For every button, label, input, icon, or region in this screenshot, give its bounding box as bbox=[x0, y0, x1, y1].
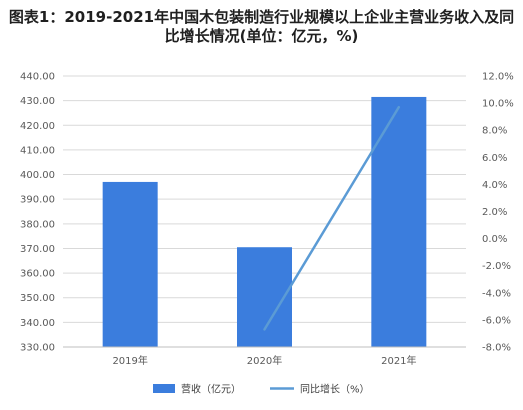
y-left-tick-label: 440.00 bbox=[20, 72, 55, 83]
x-tick-label: 2021年 bbox=[381, 354, 416, 367]
y-right-tick-label: 10.0% bbox=[482, 99, 514, 110]
y-left-tick-label: 390.00 bbox=[20, 195, 55, 206]
legend-label-revenue: 营收（亿元） bbox=[181, 383, 241, 396]
y-right-tick-label: 2.0% bbox=[482, 207, 507, 218]
growth-line bbox=[263, 105, 401, 331]
y-left-tick-label: 420.00 bbox=[20, 121, 55, 132]
x-tick-label: 2019年 bbox=[112, 354, 147, 367]
bar bbox=[102, 181, 158, 347]
bar bbox=[371, 96, 427, 347]
x-tick-label: 2020年 bbox=[247, 354, 282, 367]
legend-swatch-bar bbox=[153, 384, 175, 393]
y-left-tick-label: 430.00 bbox=[20, 96, 55, 107]
y-right-tick-label: -2.0% bbox=[482, 261, 511, 272]
y-right-tick-label: 4.0% bbox=[482, 180, 507, 191]
y-right-tick-label: 12.0% bbox=[482, 72, 514, 83]
chart-title: 图表1：2019-2021年中国木包装制造行业规模以上企业主营业务收入及同比增长… bbox=[8, 8, 515, 45]
y-right-tick-label: -4.0% bbox=[482, 288, 511, 299]
legend-label-growth: 同比增长（%） bbox=[300, 383, 370, 396]
y-left-tick-label: 410.00 bbox=[20, 145, 55, 156]
y-left-tick-label: 380.00 bbox=[20, 219, 55, 230]
y-left-tick-label: 400.00 bbox=[20, 170, 55, 181]
y-right-tick-label: 8.0% bbox=[482, 126, 507, 137]
y-right-tick-label: 6.0% bbox=[482, 153, 507, 164]
y-left-tick-label: 360.00 bbox=[20, 269, 55, 280]
y-right-tick-label: -6.0% bbox=[482, 315, 511, 326]
y-left-tick-label: 340.00 bbox=[20, 318, 55, 329]
y-left-tick-label: 350.00 bbox=[20, 293, 55, 304]
y-left-tick-label: 370.00 bbox=[20, 244, 55, 255]
y-right-tick-label: 0.0% bbox=[482, 234, 507, 245]
y-right-tick-label: -8.0% bbox=[482, 343, 511, 354]
y-left-tick-label: 330.00 bbox=[20, 343, 55, 354]
